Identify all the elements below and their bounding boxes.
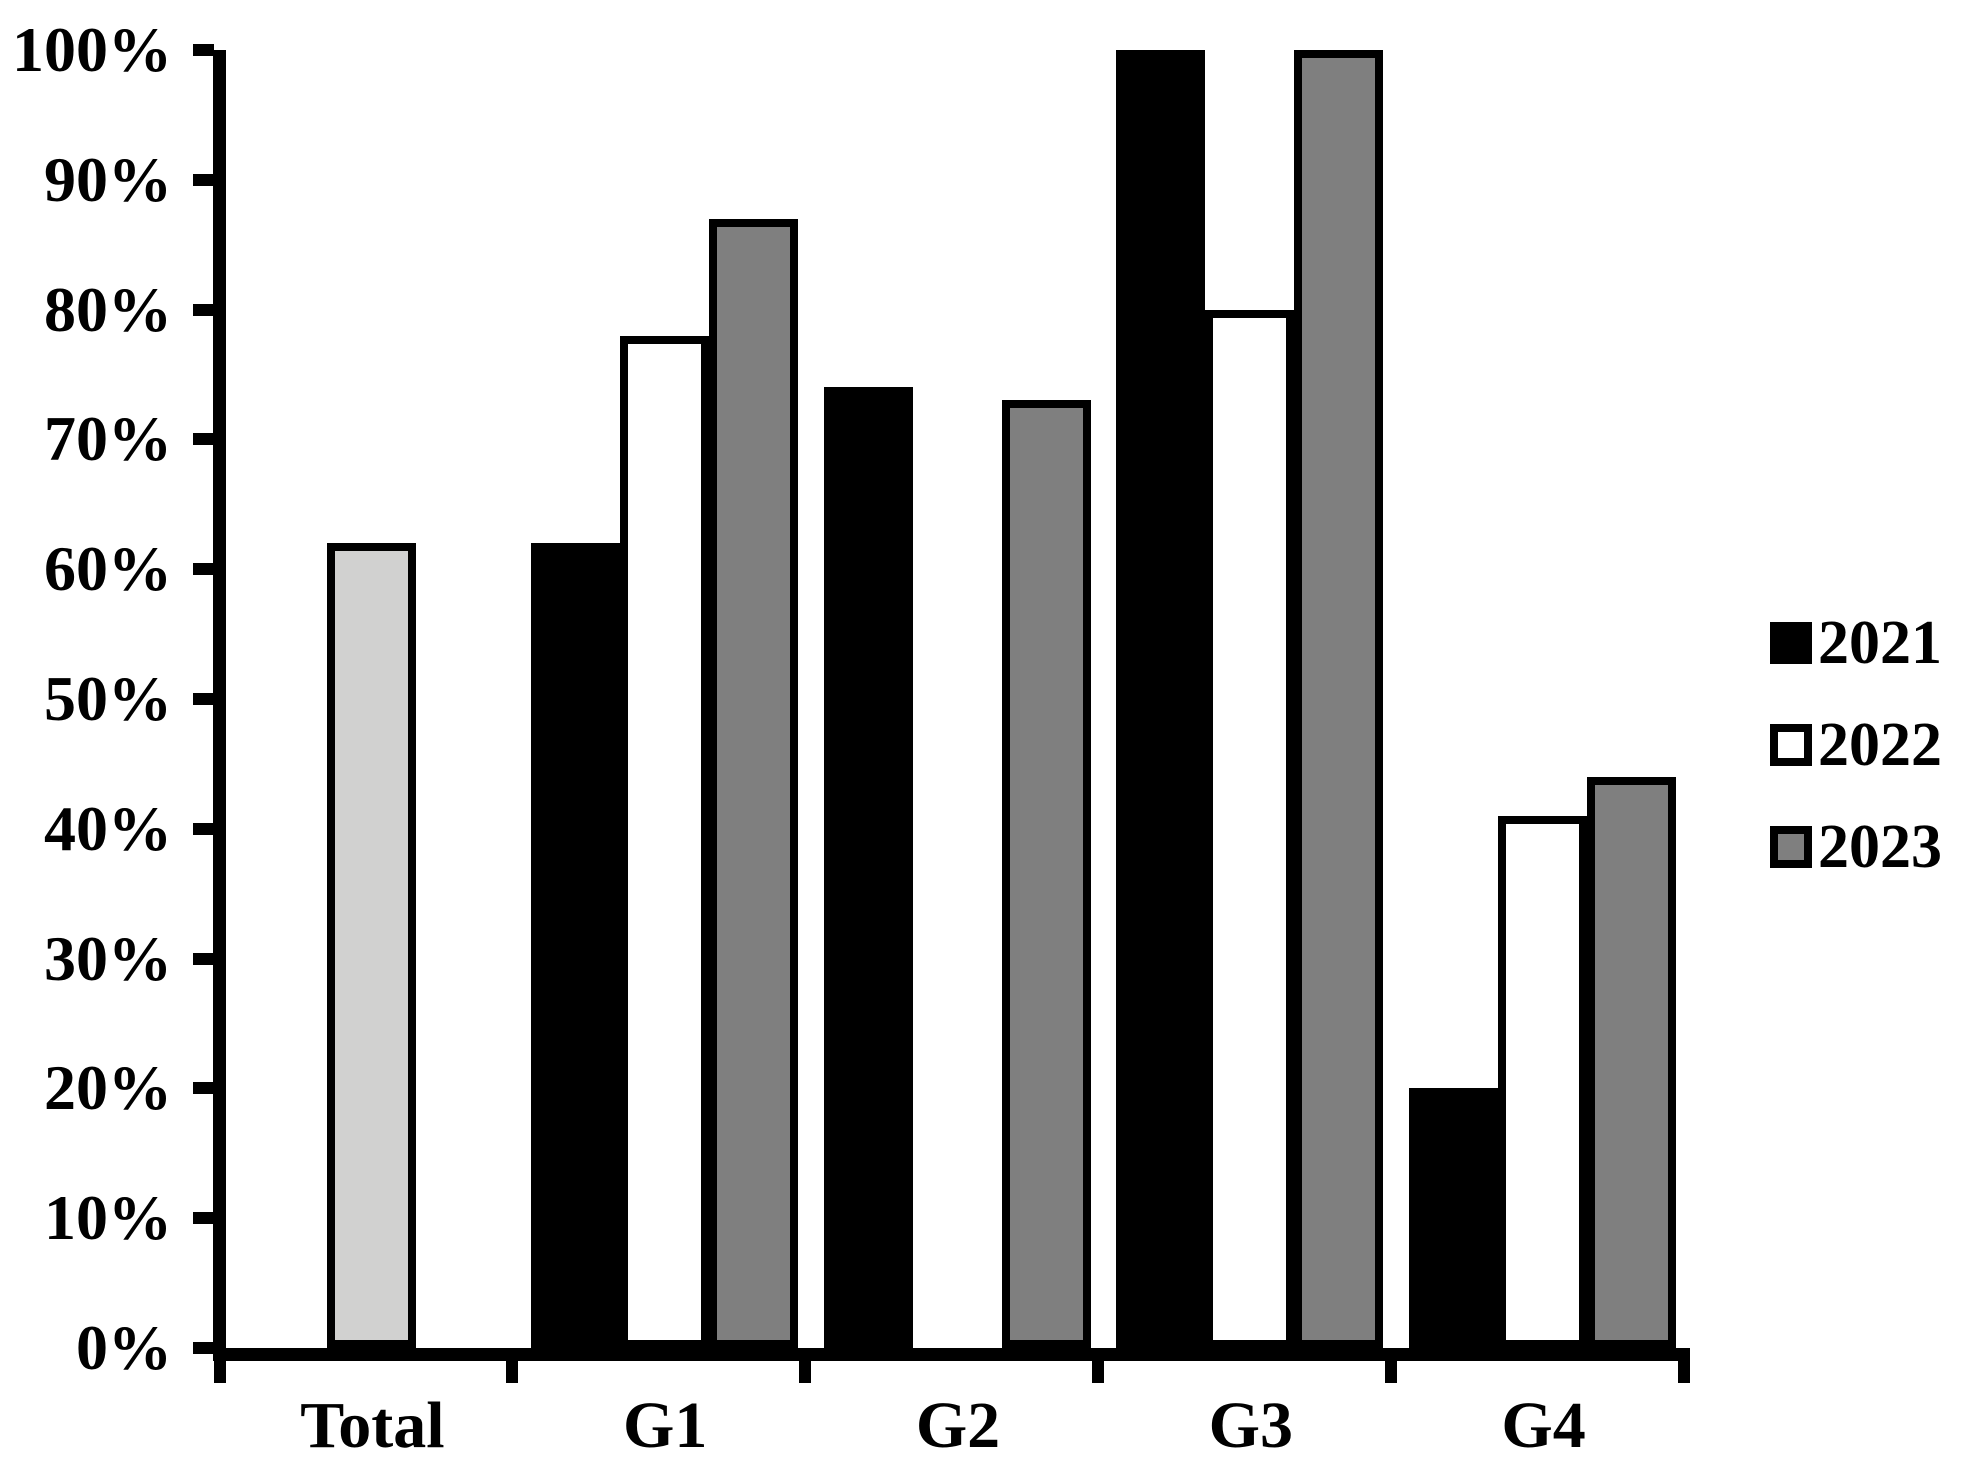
bar-g1-2021 xyxy=(530,543,620,1348)
bar-g2-2023 xyxy=(1001,400,1091,1348)
x-axis-label-g1: G1 xyxy=(623,1389,708,1462)
y-tick-label-80: 80% xyxy=(44,273,172,345)
x-axis-tick xyxy=(1677,1348,1690,1383)
y-axis-tick xyxy=(193,563,214,576)
y-axis-tick xyxy=(193,433,214,446)
y-axis-tick xyxy=(193,1082,214,1095)
x-axis-label-g4: G4 xyxy=(1501,1389,1586,1462)
bar-g4-2022 xyxy=(1498,815,1588,1348)
y-axis-tick xyxy=(193,44,214,56)
x-axis-label-total: Total xyxy=(300,1389,445,1462)
y-axis-tick xyxy=(193,822,214,835)
x-axis-tick xyxy=(506,1348,519,1383)
y-axis-tick xyxy=(193,693,214,705)
y-tick-label-30: 30% xyxy=(44,922,172,994)
plot-area xyxy=(193,44,1690,1383)
y-tick-label-70: 70% xyxy=(44,403,172,475)
bar-g4-2021 xyxy=(1409,1088,1499,1348)
bar-g3-2022 xyxy=(1205,309,1295,1348)
x-axis-tick xyxy=(1384,1348,1397,1383)
legend-label-2023: 2023 xyxy=(1818,813,1942,881)
x-axis-label-g3: G3 xyxy=(1208,1389,1293,1462)
x-axis-tick xyxy=(213,1348,226,1383)
y-tick-label-60: 60% xyxy=(44,533,172,605)
y-tick-label-40: 40% xyxy=(44,792,172,864)
bar-g4-2023 xyxy=(1587,776,1677,1348)
bar-g3-2023 xyxy=(1294,50,1384,1348)
y-tick-label-90: 90% xyxy=(44,143,172,215)
y-tick-label-20: 20% xyxy=(44,1052,172,1124)
y-axis-tick-labels: 0% 10% 20% 30% 40% 50% 60% 70% 80% 90% 100% xyxy=(0,14,172,1383)
bar-g2-2021 xyxy=(823,387,913,1348)
x-axis-tick xyxy=(799,1348,812,1383)
y-axis-tick xyxy=(193,173,214,186)
legend-swatch-2021 xyxy=(1770,622,1812,664)
y-tick-label-50: 50% xyxy=(44,663,172,734)
legend: 2021 2022 2023 xyxy=(1770,612,1942,918)
legend-item-2022: 2022 xyxy=(1770,714,1942,776)
bar-total xyxy=(327,543,416,1348)
y-tick-label-0: 0% xyxy=(76,1312,172,1383)
y-tick-label-10: 10% xyxy=(44,1182,172,1254)
x-axis-label-g2: G2 xyxy=(915,1389,1001,1462)
bar-g1-2023 xyxy=(708,218,798,1348)
bar-g1-2022 xyxy=(619,335,709,1348)
y-axis-tick xyxy=(193,952,214,965)
legend-label-2022: 2022 xyxy=(1818,711,1942,779)
legend-item-2023: 2023 xyxy=(1770,816,1942,878)
legend-swatch-2023 xyxy=(1770,826,1812,868)
y-axis-tick xyxy=(193,1212,214,1225)
x-axis-category-labels: Total G1 G2 G3 G4 xyxy=(226,1390,1690,1468)
bar-g3-2021 xyxy=(1116,50,1206,1348)
y-tick-label-100: 100% xyxy=(12,14,172,85)
legend-item-2021: 2021 xyxy=(1770,612,1942,674)
y-axis-tick xyxy=(193,303,214,316)
legend-swatch-2022 xyxy=(1770,724,1812,766)
legend-label-2021: 2021 xyxy=(1818,609,1942,677)
x-axis-tick xyxy=(1091,1348,1104,1383)
y-axis-tick xyxy=(193,1342,214,1354)
